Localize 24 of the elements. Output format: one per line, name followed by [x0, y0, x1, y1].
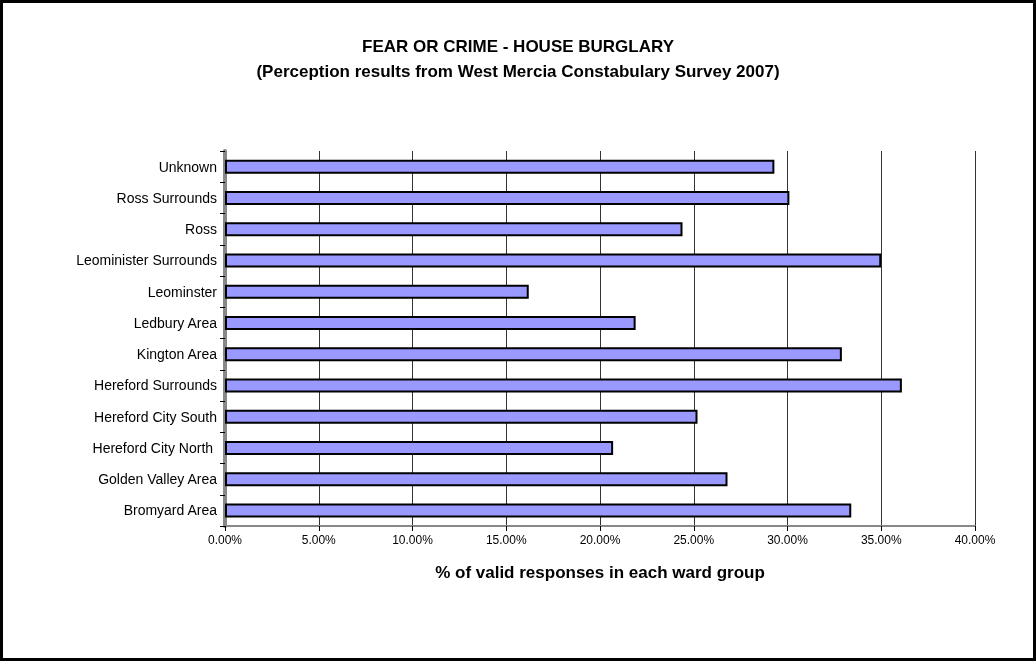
y-tick-label: Hereford City North: [92, 439, 217, 456]
x-tick-label: 20.00%: [579, 533, 621, 547]
y-tick-label: Ledbury Area: [133, 314, 218, 331]
y-tick-label: Golden Valley Area: [98, 471, 218, 488]
x-tick-label: 25.00%: [673, 533, 715, 547]
x-tick-label: 40.00%: [954, 533, 996, 547]
y-tick-label: Hereford Surrounds: [94, 377, 217, 394]
x-tick-label: 15.00%: [485, 533, 527, 547]
x-tick-label: 10.00%: [392, 533, 434, 547]
y-tick-label: Bromyard Area: [123, 502, 218, 519]
y-tick-label: Unknown: [158, 158, 217, 175]
y-tick-label: Hereford City South: [94, 408, 217, 425]
y-tick-label: Ross Surrounds: [116, 189, 217, 206]
y-tick-label: Leominster: [147, 283, 218, 300]
y-tick-label: Ross: [185, 221, 217, 238]
y-tick-label: Leominister Surrounds: [76, 252, 217, 269]
x-tick-label: 0.00%: [207, 533, 243, 547]
x-tick-label: 30.00%: [767, 533, 809, 547]
chart-title: FEAR OR CRIME - HOUSE BURGLARY: [362, 37, 675, 56]
y-tick-label: Kington Area: [136, 346, 218, 363]
x-tick-label: 35.00%: [860, 533, 902, 547]
x-axis-title: % of valid responses in each ward group: [435, 563, 765, 582]
x-tick-label: 5.00%: [301, 533, 337, 547]
chart-subtitle: (Perception results from West Mercia Constabulary Survey 2007): [256, 62, 780, 81]
